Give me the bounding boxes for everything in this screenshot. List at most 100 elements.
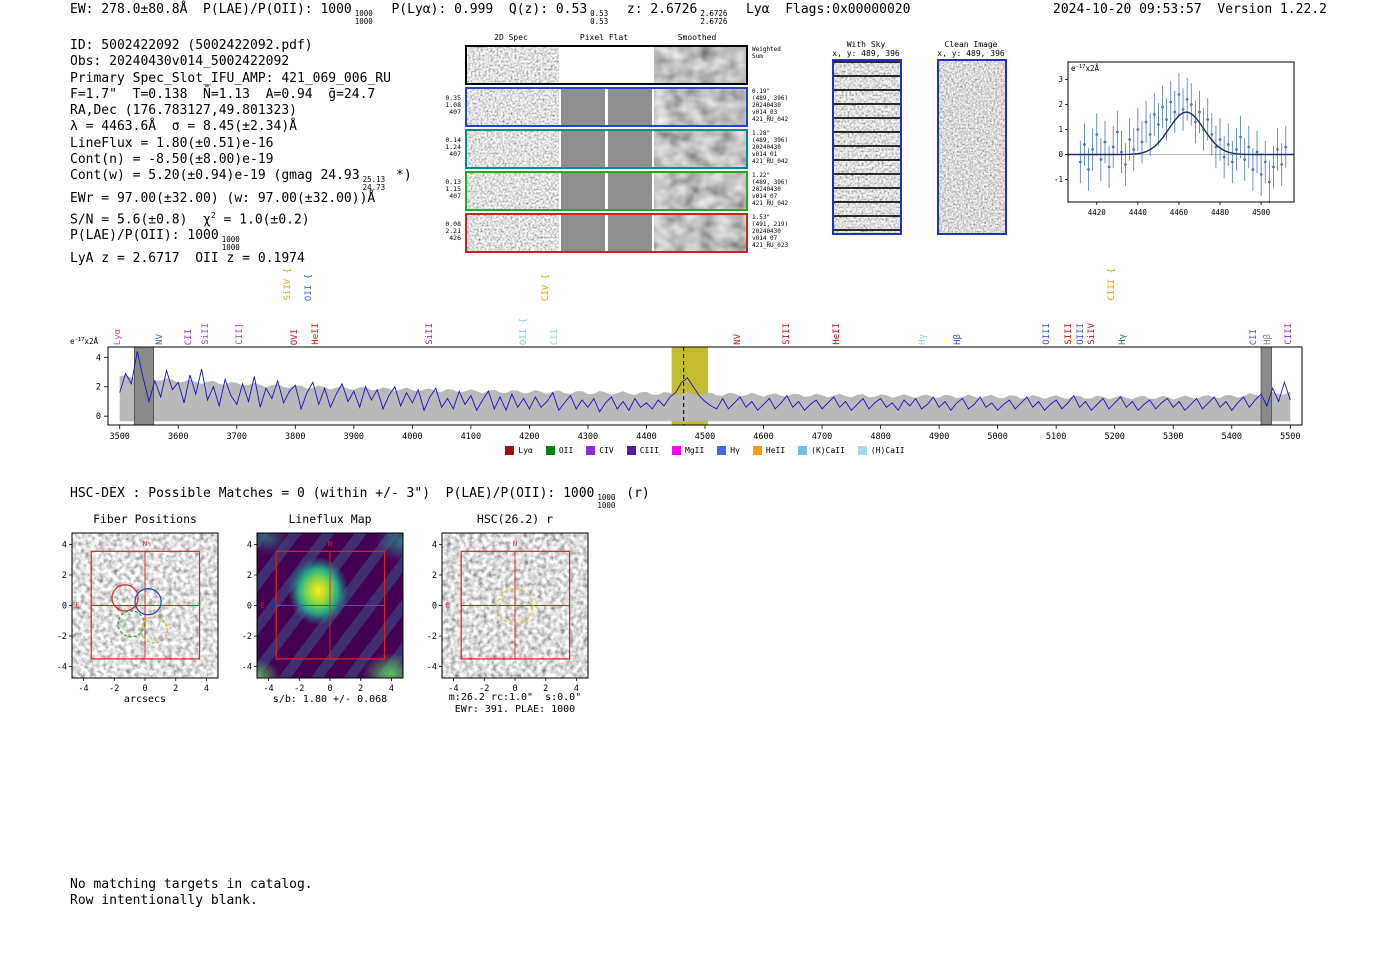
legend-swatch	[857, 446, 867, 455]
lineflux-map-axes: -4 -4 -2 -2 0 0 2 2 4 4 N E	[242, 532, 404, 694]
info-line: ID: 5002422092 (5002422092.pdf)	[70, 38, 313, 53]
spec2d-row	[465, 171, 748, 211]
svg-text:4500: 4500	[1252, 208, 1271, 217]
svg-text:-2: -2	[427, 632, 437, 642]
with-sky-image	[832, 59, 902, 235]
info-line: Primary Spec_Slot_IFU_AMP: 421_069_006_R…	[70, 70, 391, 86]
legend-swatch	[717, 446, 727, 455]
svg-text:4420: 4420	[1088, 208, 1107, 217]
svg-text:3800: 3800	[285, 432, 305, 442]
svg-text:4440: 4440	[1129, 208, 1148, 217]
spec2d-strip-noise	[467, 215, 559, 251]
spec2d-left-stats: 0.13 1.15 407	[445, 178, 461, 201]
svg-text:4: 4	[204, 684, 209, 694]
info-line: RA,Dec (176.783127,49.801323)	[70, 103, 297, 119]
svg-text:0: 0	[1058, 150, 1063, 159]
svg-text:5300: 5300	[1163, 432, 1183, 442]
fiber-positions-axes: -4 -4 -2 -2 0 0 2 2 4 4 N E	[57, 532, 219, 694]
spec2d-col-label: Smoothed	[677, 33, 717, 42]
svg-text:E: E	[75, 602, 79, 610]
spec2d-right-annotations: 1.28" (489, 396) 20240430 v014_01 421_RU_042	[752, 130, 789, 165]
info-line: Cont(n) = -8.50(±8.00)e-19	[70, 152, 274, 168]
full-spectrum-chart: 3500 3600 3700 3800 3900 4000 4100 4200 4300 4400…	[70, 337, 1303, 442]
svg-text:-1: -1	[1054, 175, 1063, 184]
svg-text:-2: -2	[57, 632, 67, 642]
svg-text:4480: 4480	[1211, 208, 1230, 217]
spec2d-column-labels: 2D Spec Pixel Flat Smoothed	[465, 33, 748, 43]
legend-swatch	[798, 446, 808, 455]
svg-text:e-17x2Å: e-17x2Å	[70, 337, 98, 346]
spec2d-strip-flat	[560, 131, 653, 167]
svg-text:2: 2	[358, 684, 363, 694]
svg-text:5000: 5000	[987, 432, 1007, 442]
hsc-r-title: HSC(26.2) r	[476, 512, 554, 526]
spec2d-strip-flat	[560, 215, 653, 251]
svg-text:2: 2	[62, 571, 67, 581]
svg-text:-4: -4	[57, 663, 67, 673]
legend-swatch	[672, 446, 681, 455]
info-line: EWr = 97.00(±32.00) (w: 97.00(±32.00))Å	[70, 191, 376, 207]
legend-item: Lyα	[505, 446, 533, 455]
spec2d-left-stats: 0.14 1.24 407	[445, 136, 461, 159]
hsc-r-caption-2: EWr: 391. PLAE: 1000	[454, 704, 576, 715]
legend-swatch	[505, 446, 515, 455]
spec2d-strip-noise	[467, 173, 559, 209]
svg-text:4700: 4700	[812, 432, 832, 442]
spec2d-strip-smooth	[654, 47, 747, 83]
svg-text:-2: -2	[242, 632, 252, 642]
fiber-positions-xlabel: arcsecs	[123, 694, 167, 705]
legend-label: (H)CaII	[870, 446, 905, 455]
svg-text:4: 4	[574, 684, 579, 694]
clean-image	[937, 59, 1007, 235]
svg-text:e-17x2Å: e-17x2Å	[1071, 64, 1099, 73]
spec2d-row	[465, 129, 748, 169]
spec2d-right-annotations: 1.53" (491, 219) 20240430 v014_07 421_RU_023	[752, 214, 789, 249]
svg-text:2: 2	[1058, 100, 1063, 109]
fiber-positions-title: Fiber Positions	[93, 512, 197, 526]
legend-item: (K)CaII	[798, 446, 845, 455]
svg-text:1: 1	[1058, 125, 1063, 134]
line-fit-inset-chart: 4420 4440 4460 4480 4500 -1 0 1 2 3 e-17x2Å	[1054, 61, 1295, 217]
spectrum-legend: Lyα OII CIV CIII MgII Hγ HeII (K)CaII (H)CaII	[70, 446, 1340, 455]
spec2d-strip-blank	[560, 47, 653, 83]
svg-text:4300: 4300	[578, 432, 598, 442]
svg-text:0: 0	[96, 412, 101, 422]
info-line: Obs: 20240430v014_5002422092	[70, 54, 290, 70]
legend-label: CIV	[599, 446, 614, 455]
clean-image-title: Clean Image	[944, 40, 998, 49]
svg-text:4400: 4400	[636, 432, 656, 442]
svg-text:N: N	[143, 540, 147, 548]
svg-text:-2: -2	[109, 684, 119, 694]
hsc-r-caption-1: m:26.2 rc:1.0" s:0.0"	[448, 692, 582, 703]
spec2d-right-annotations: 0.19" (489, 396) 20240430 v014_03 421_RU_042	[752, 88, 789, 123]
legend-item: HeII	[752, 446, 786, 455]
hsc-r-axes: -4 -4 -2 -2 0 0 2 2 4 4 N E	[427, 532, 589, 694]
legend-item: CIII	[626, 446, 659, 455]
svg-text:3900: 3900	[344, 432, 364, 442]
svg-text:2: 2	[543, 684, 548, 694]
svg-text:4200: 4200	[519, 432, 539, 442]
svg-text:0: 0	[62, 602, 67, 612]
legend-label: HeII	[765, 446, 786, 455]
info-line: λ = 4463.6Å σ = 8.45(±2.34)Å	[70, 119, 297, 135]
spec2d-row	[465, 87, 748, 127]
svg-text:0: 0	[512, 684, 517, 694]
svg-text:2: 2	[173, 684, 178, 694]
legend-item: MgII	[672, 446, 704, 455]
legend-swatch	[626, 446, 636, 455]
svg-text:0: 0	[142, 684, 147, 694]
spec2d-strip-smooth	[654, 215, 747, 251]
legend-item: (H)CaII	[857, 446, 905, 455]
spec2d-right-annotations: Weighted Sum	[752, 46, 781, 60]
svg-text:5400: 5400	[1222, 432, 1242, 442]
svg-text:4900: 4900	[929, 432, 949, 442]
info-line: LyA z = 2.6717 OII z = 0.1974	[70, 251, 305, 267]
svg-text:-4: -4	[263, 684, 273, 694]
fiber-stripes	[834, 61, 900, 233]
spec2d-strip-noise	[467, 89, 559, 125]
legend-label: Hγ	[730, 446, 740, 455]
svg-text:2: 2	[96, 383, 101, 393]
spec2d-strip-smooth	[654, 131, 747, 167]
svg-text:4500: 4500	[695, 432, 715, 442]
